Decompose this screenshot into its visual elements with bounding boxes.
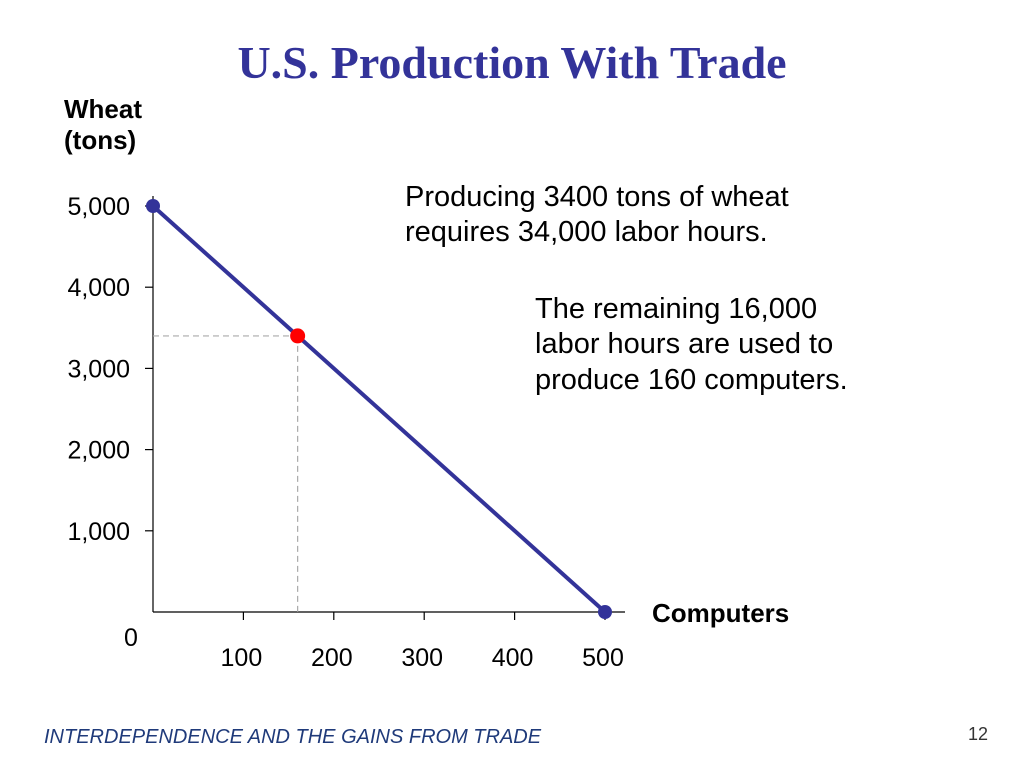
production-frontier-line bbox=[151, 204, 607, 614]
footer-title: INTERDEPENDENCE AND THE GAINS FROM TRADE bbox=[44, 726, 542, 748]
x-tick-label: 300 bbox=[401, 644, 443, 672]
slide-number: 12 bbox=[968, 724, 989, 744]
frontier-endpoint bbox=[146, 199, 160, 213]
y-tick-label: 4,000 bbox=[67, 274, 130, 302]
annotation-wheat-line-1: Producing 3400 tons of wheat bbox=[405, 181, 789, 213]
x-tick-label: 200 bbox=[311, 644, 353, 672]
frontier-endpoint bbox=[598, 605, 612, 619]
y-tick-label: 2,000 bbox=[67, 437, 130, 465]
annotation-wheat-line-2: requires 34,000 labor hours. bbox=[405, 216, 768, 249]
annotation-computer-line-3: produce 160 computers. bbox=[535, 363, 848, 396]
x-tick-label: 400 bbox=[492, 644, 534, 672]
annotation-computer-hours: The remaining 16,000 labor hours are use… bbox=[535, 292, 848, 398]
y-axis-label-line-1: Wheat bbox=[64, 94, 142, 124]
x-tick-label: 500 bbox=[582, 644, 624, 672]
annotation-computer-line-1: The remaining 16,000 bbox=[535, 293, 818, 325]
origin-label: 0 bbox=[124, 624, 138, 652]
y-tick-label: 3,000 bbox=[67, 355, 130, 383]
y-axis-label-line-2: (tons) bbox=[64, 125, 137, 156]
y-axis-label: Wheat (tons) bbox=[64, 94, 142, 156]
x-tick-label: 100 bbox=[221, 644, 263, 672]
y-tick-label: 5,000 bbox=[67, 193, 130, 221]
production-point bbox=[290, 328, 306, 344]
slide-title: U.S. Production With Trade bbox=[237, 37, 787, 88]
annotation-wheat-hours: Producing 3400 tons of wheat requires 34… bbox=[405, 180, 789, 251]
y-tick-label: 1,000 bbox=[67, 518, 130, 546]
annotation-computer-line-2: labor hours are used to bbox=[535, 328, 834, 361]
x-axis-label: Computers bbox=[652, 598, 790, 628]
